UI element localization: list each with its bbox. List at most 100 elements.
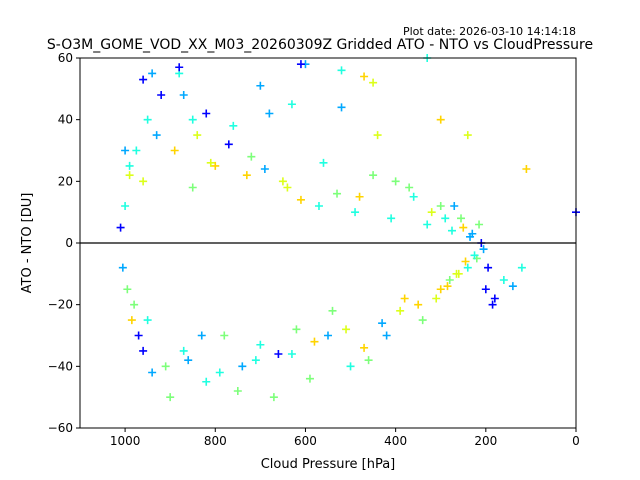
plot-date: Plot date: 2026-03-10 14:14:18 [403, 25, 576, 38]
y-tick-label: 40 [58, 113, 73, 127]
data-point [457, 214, 466, 223]
data-point [346, 362, 355, 371]
data-point [152, 131, 161, 140]
data-point [193, 131, 202, 140]
data-point [229, 121, 238, 130]
data-point [121, 146, 130, 155]
data-point [292, 325, 301, 334]
data-point [436, 285, 445, 294]
data-point [333, 189, 342, 198]
data-point [179, 91, 188, 99]
data-point [378, 319, 387, 328]
data-point [387, 214, 396, 223]
data-point [278, 177, 287, 186]
data-point [134, 331, 143, 340]
data-point [139, 177, 148, 186]
data-point [342, 325, 351, 334]
y-tick-label: 20 [58, 174, 73, 188]
data-point [215, 368, 224, 377]
data-point [130, 300, 139, 309]
data-point [337, 103, 346, 112]
y-tick-label: 60 [58, 51, 73, 65]
data-point [179, 346, 188, 355]
data-point [220, 331, 229, 340]
data-point [224, 140, 233, 149]
x-tick-label: 0 [572, 434, 580, 448]
data-point [463, 263, 472, 272]
data-point [287, 100, 296, 109]
data-point [319, 158, 328, 167]
data-point [305, 374, 314, 383]
x-tick-label: 200 [474, 434, 497, 448]
data-point [202, 377, 211, 386]
data-point [360, 343, 369, 352]
data-point [233, 387, 242, 395]
data-point [125, 161, 134, 170]
data-point [269, 393, 278, 402]
data-point [405, 183, 414, 192]
chart-title: S-O3M_GOME_VOD_XX_M03_20260309Z Gridded … [47, 37, 593, 53]
data-point [184, 356, 193, 365]
data-point [360, 72, 369, 81]
data-point [314, 202, 323, 210]
y-tick-label: −20 [48, 298, 73, 312]
x-tick-label: 600 [294, 434, 317, 448]
data-point [481, 285, 490, 294]
data-point [123, 285, 132, 294]
y-tick-label: −60 [48, 421, 73, 435]
data-point [369, 78, 378, 87]
data-point [274, 350, 283, 358]
data-point [391, 177, 400, 186]
data-point [287, 350, 296, 358]
data-point [251, 356, 260, 365]
data-point [522, 165, 531, 173]
data-point [409, 192, 418, 201]
data-point [211, 161, 220, 170]
data-point [328, 306, 337, 315]
data-point [517, 263, 526, 272]
data-point [427, 208, 436, 217]
data-point [206, 158, 215, 167]
data-point [175, 63, 184, 72]
data-point [396, 306, 405, 315]
data-point [436, 202, 445, 210]
data-point [242, 171, 251, 180]
data-point [310, 337, 319, 346]
data-point [139, 346, 148, 355]
data-point [490, 294, 499, 303]
data-point [364, 356, 373, 365]
data-point [382, 331, 391, 340]
data-point [283, 183, 292, 192]
data-point [436, 115, 445, 124]
data-point [445, 276, 454, 284]
data-point [432, 294, 441, 303]
data-point [484, 263, 493, 272]
x-axis-ticks: 1000 800 600 400 200 0 [110, 428, 580, 448]
x-tick-label: 800 [204, 434, 227, 448]
data-point [125, 171, 134, 180]
data-point [414, 300, 423, 309]
data-point [373, 131, 382, 140]
y-axis-ticks: −60 −40 −20 0 20 40 60 [48, 51, 80, 435]
y-tick-label: 0 [65, 236, 73, 250]
data-point [127, 316, 136, 325]
data-point [116, 223, 125, 232]
data-point [143, 316, 152, 325]
data-point [463, 131, 472, 140]
data-point [355, 192, 364, 201]
x-axis-label: Cloud Pressure [hPa] [261, 457, 396, 472]
data-point [450, 202, 459, 210]
data-points [116, 54, 580, 402]
data-point [459, 223, 468, 232]
data-point [508, 282, 517, 291]
data-point [400, 294, 409, 303]
data-point [143, 115, 152, 124]
data-point [166, 393, 175, 402]
data-point [197, 331, 206, 340]
data-point [470, 251, 479, 260]
data-point [265, 109, 274, 118]
data-point [188, 115, 197, 124]
data-point [452, 269, 461, 278]
data-point [441, 214, 450, 223]
